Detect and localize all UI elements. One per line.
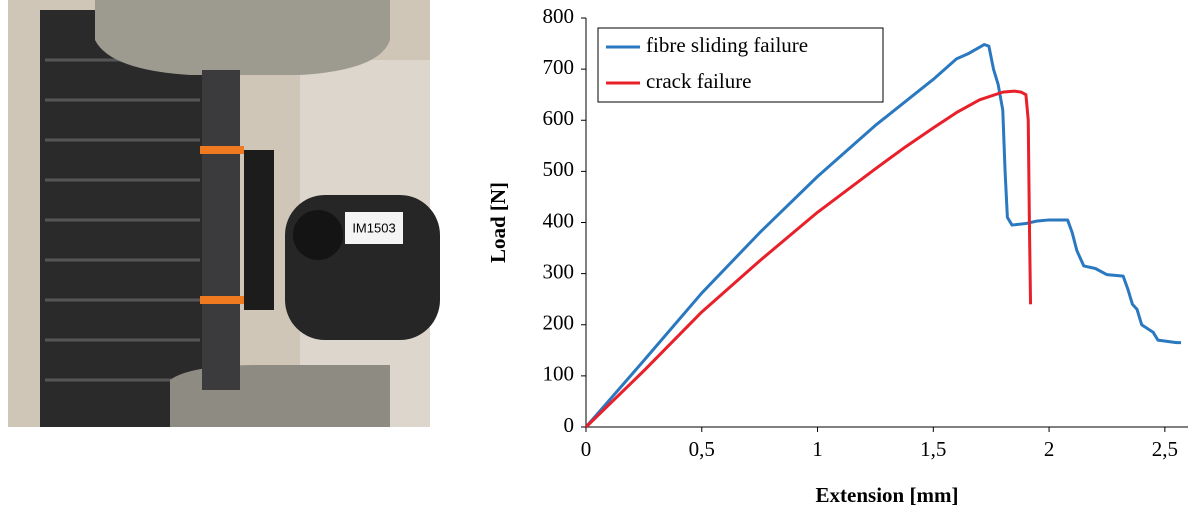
x-tick-label: 2,5 [1152,437,1178,461]
legend-label: crack failure [646,69,752,93]
photo: IM1503 [8,0,440,427]
upper-grip [95,0,390,75]
y-tick-label: 400 [543,208,575,232]
x-tick-label: 1 [812,437,823,461]
y-axis-label: Load [N] [486,182,510,263]
band [200,296,244,304]
x-tick-label: 0 [581,437,592,461]
x-axis-label: Extension [mm] [816,483,959,507]
y-tick-label: 300 [543,259,575,283]
photo-label: IM1503 [352,220,395,235]
y-tick-label: 500 [543,157,575,181]
extensometer-arm [244,150,274,310]
legend-label: fibre sliding failure [646,33,808,57]
series-line [584,89,1033,429]
label-tag [345,212,403,244]
y-tick-label: 600 [543,106,575,130]
legend-box [597,27,884,103]
y-tick-label: 200 [543,311,575,335]
x-tick-label: 2 [1044,437,1055,461]
y-tick-label: 700 [543,55,575,79]
x-tick-label: 1,5 [920,437,946,461]
knob [293,210,343,260]
y-tick-label: 800 [543,4,575,28]
x-tick-label: 0,5 [689,437,715,461]
y-tick-label: 100 [543,362,575,386]
band [200,146,244,154]
specimen [202,70,240,390]
y-tick-label: 0 [564,413,575,437]
series-line [584,43,1182,428]
